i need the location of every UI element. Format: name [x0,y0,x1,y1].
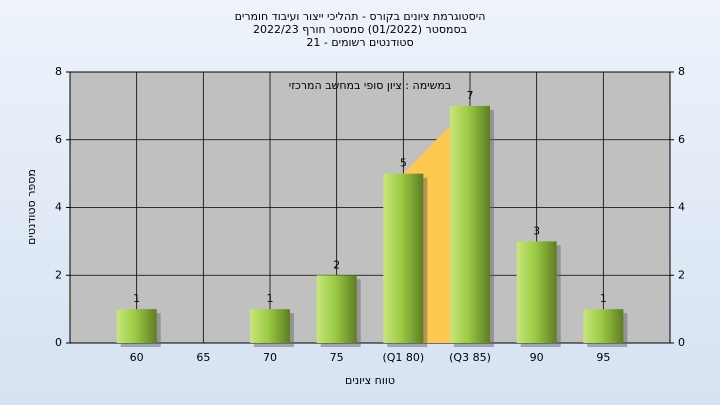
data-label: 1 [133,292,140,305]
bar [583,309,624,343]
bar [250,309,290,343]
data-label: 2 [333,258,340,271]
y-tick-label: 4 [55,201,62,214]
y-tick-label: 2 [55,268,62,281]
y-tick-label: 8 [55,65,62,78]
y-axis-label: מספר סטודנטים [25,169,38,245]
y2-tick-label: 6 [678,133,685,146]
x-tick-label: 90 [530,351,544,364]
data-label: 1 [600,292,607,305]
x-tick-label: 70 [263,351,277,364]
x-tick-label: (Q1 80) [382,351,424,364]
bar [383,173,424,343]
data-label: 3 [533,224,540,237]
bar [316,275,357,343]
y-tick-label: 6 [55,133,62,146]
title-line: היסטוגרמת ציונים בקורס - תהליכי ייצור וע… [235,10,486,23]
data-label: 5 [400,157,407,170]
title-line: בסמסטר (01/2022) סמסטר חורף 2022/23 [253,23,467,36]
x-tick-label: 75 [330,351,344,364]
x-tick-label: 95 [596,351,610,364]
x-axis-label: טווח ציונים [345,374,395,387]
x-tick-label: 65 [196,351,210,364]
x-tick-label: 60 [130,351,144,364]
bar [450,105,490,343]
bar [516,241,557,343]
data-label: 7 [467,89,474,102]
annotation: במשימה : ציון סופי במחשב המרכזי [289,79,452,92]
y2-tick-label: 0 [678,336,685,349]
title-line: סטודנטים רשומים - 21 [306,36,413,49]
y-tick-label: 0 [55,336,62,349]
bar [116,309,157,343]
y2-tick-label: 8 [678,65,685,78]
data-label: 1 [267,292,274,305]
y2-tick-label: 2 [678,268,685,281]
x-tick-label: (Q3 85) [449,351,491,364]
y2-tick-label: 4 [678,201,685,214]
